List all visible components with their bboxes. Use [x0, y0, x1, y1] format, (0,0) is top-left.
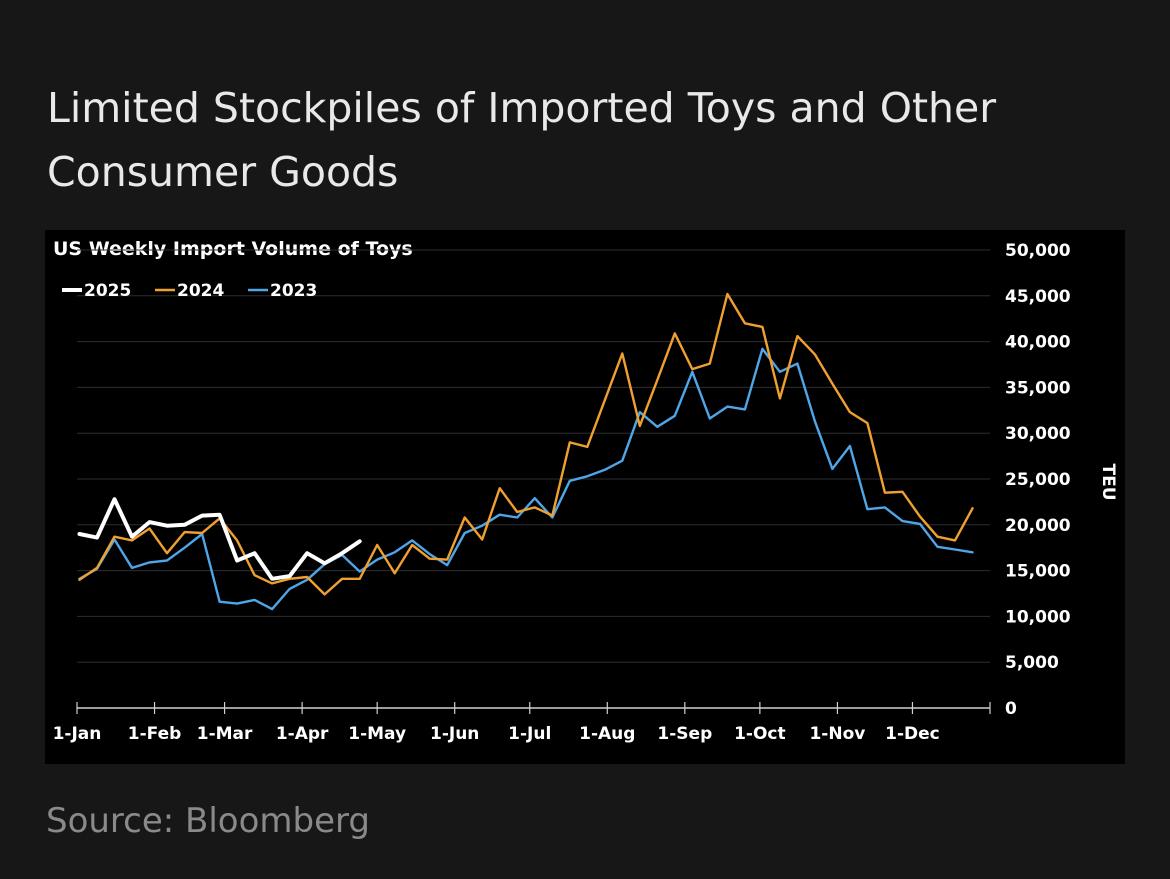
x-tick-label: 1-May	[348, 724, 406, 744]
y-tick-label: 10,000	[1005, 607, 1071, 627]
series-line-2025	[77, 497, 362, 581]
x-tick-label: 1-Dec	[885, 724, 940, 744]
legend-label-2024: 2024	[177, 281, 224, 301]
y-tick-label: 25,000	[1005, 470, 1071, 490]
y-tick-label: 20,000	[1005, 516, 1071, 536]
x-tick-label: 1-Jul	[508, 724, 551, 744]
y-axis: 0 5,000 10,000 15,000 20,000 25,000 30,000 35,0…	[1005, 241, 1071, 719]
y-tick-label: 30,000	[1005, 424, 1071, 444]
chart-panel: US Weekly Import Volume of Toys 0 5,000 10…	[45, 230, 1125, 764]
gridlines	[77, 249, 990, 663]
source-note: Source: Bloomberg	[46, 801, 370, 841]
y-tick-label: 35,000	[1005, 378, 1071, 398]
x-tick-label: 1-Aug	[579, 724, 635, 744]
y-tick-label: 40,000	[1005, 333, 1071, 353]
series-line-2023	[78, 347, 974, 611]
y-tick-label: 45,000	[1005, 287, 1071, 307]
x-tick-label: 1-Jun	[430, 724, 479, 744]
legend: 2025 2024 2023	[62, 281, 317, 301]
y-tick-label: 0	[1005, 699, 1017, 719]
y-axis-label: TEU	[1098, 463, 1118, 500]
x-tick-label: 1-Mar	[197, 724, 253, 744]
legend-label-2025: 2025	[84, 281, 131, 301]
y-tick-label: 5,000	[1005, 653, 1059, 673]
line-chart: US Weekly Import Volume of Toys 0 5,000 10…	[53, 238, 1118, 744]
x-tick-label: 1-Apr	[276, 724, 329, 744]
x-axis: 1-Jan 1-Feb 1-Mar 1-Apr 1-May 1-Jun 1-Jul 1-Aug…	[53, 702, 991, 744]
x-tick-label: 1-Feb	[128, 724, 182, 744]
series-lines	[77, 292, 974, 611]
x-tick-label: 1-Oct	[734, 724, 786, 744]
series-line-2024	[78, 292, 974, 596]
x-tick-label: 1-Sep	[657, 724, 712, 744]
y-tick-label: 50,000	[1005, 241, 1071, 261]
y-tick-label: 15,000	[1005, 562, 1071, 582]
x-tick-label: 1-Jan	[53, 724, 102, 744]
chart-title: US Weekly Import Volume of Toys	[53, 238, 413, 260]
legend-label-2023: 2023	[270, 281, 317, 301]
x-tick-label: 1-Nov	[809, 724, 865, 744]
headline: Limited Stockpiles of Imported Toys and …	[47, 84, 997, 196]
